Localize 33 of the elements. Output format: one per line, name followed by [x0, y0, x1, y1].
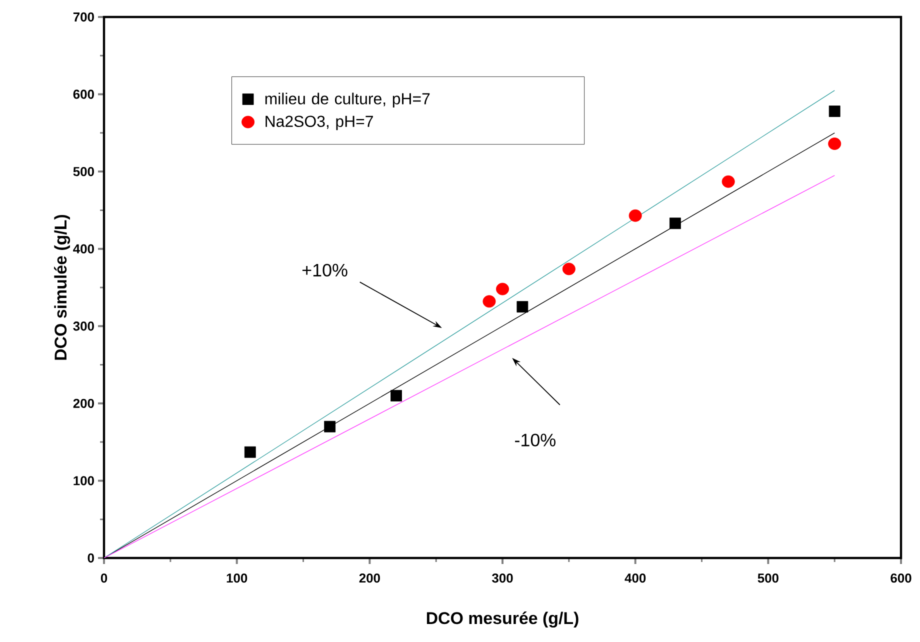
point — [722, 175, 735, 188]
point — [828, 106, 840, 117]
y-tick-label: 200 — [73, 398, 94, 408]
legend-label: Na2SO3, pH=7 — [266, 116, 373, 130]
point — [669, 218, 681, 230]
x-tick-label: 300 — [492, 574, 513, 583]
x-tick-label: 200 — [359, 574, 380, 583]
y-tick-label: 500 — [73, 166, 94, 176]
legend-label: milieu de culture, pH=7 — [265, 92, 430, 108]
annotation: +10% — [302, 264, 348, 277]
x-tick-label: 600 — [890, 574, 912, 583]
x-axis-title: DCO mesurée (g/L) — [426, 612, 578, 628]
x-tick-label: 0 — [100, 574, 108, 583]
y-axis-title: DCO simulée (g/L) — [54, 214, 70, 360]
point — [390, 390, 402, 402]
point — [828, 138, 842, 150]
point — [562, 262, 576, 276]
y-tick-label: 100 — [74, 476, 94, 486]
point — [324, 420, 336, 432]
y-tick-label: 300 — [73, 322, 94, 331]
y-tick-label: 0 — [88, 553, 94, 563]
y-tick-label: 400 — [73, 244, 94, 254]
annotation: -10% — [515, 434, 556, 446]
x-tick-label: 500 — [758, 574, 778, 583]
point — [496, 282, 510, 296]
point — [516, 301, 528, 313]
point — [244, 446, 256, 458]
y-tick-label: 600 — [73, 90, 94, 99]
x-tick-label: 400 — [624, 574, 646, 583]
point — [628, 209, 642, 222]
y-tick-label: 700 — [73, 12, 94, 22]
point — [482, 295, 496, 308]
x-tick-label: 100 — [226, 574, 248, 583]
